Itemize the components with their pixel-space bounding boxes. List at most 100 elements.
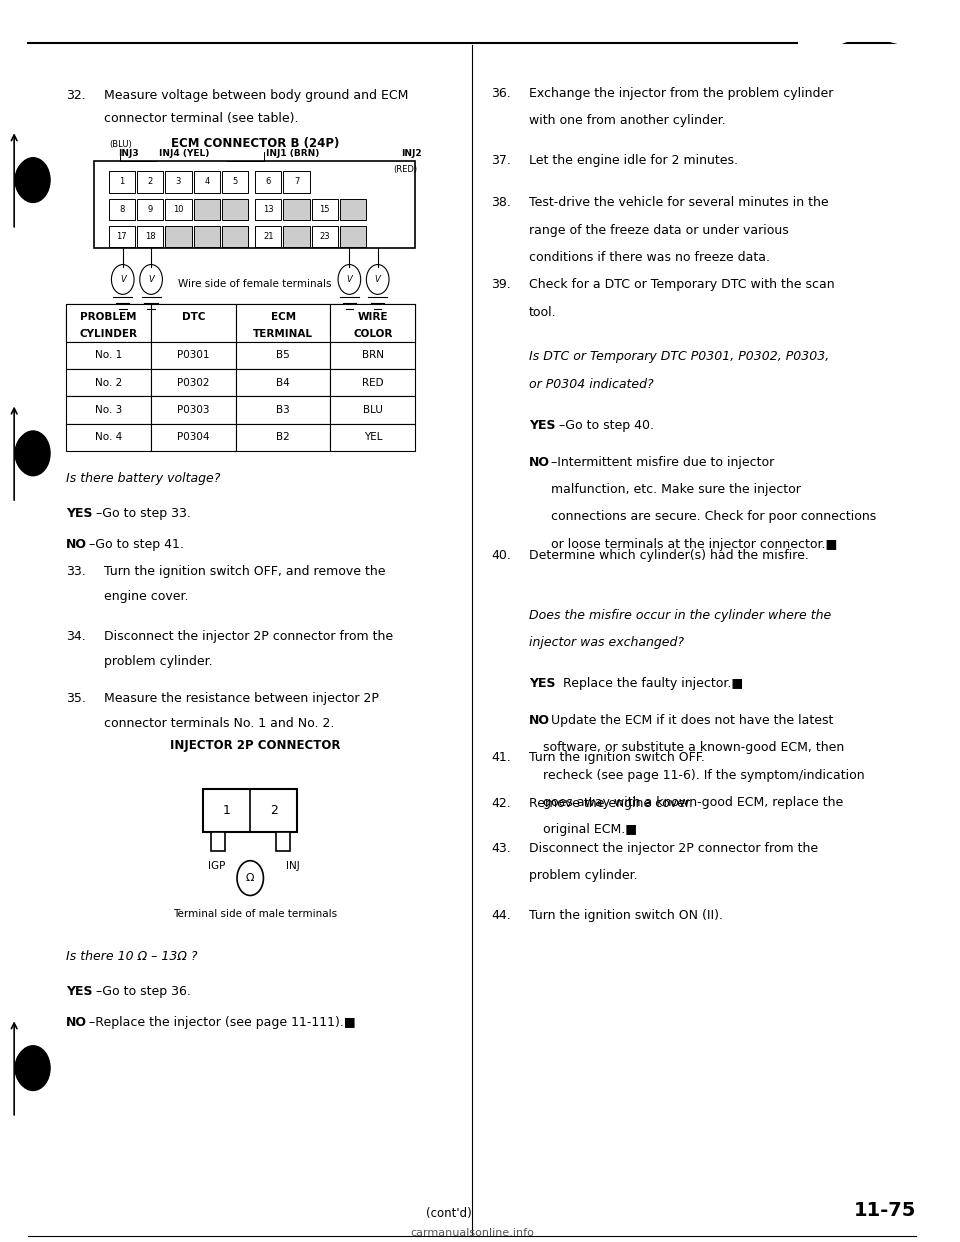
Text: 42.: 42. xyxy=(491,797,511,810)
Text: 43.: 43. xyxy=(491,842,511,854)
Text: No. 1: No. 1 xyxy=(95,350,122,360)
Text: P0303: P0303 xyxy=(178,405,210,415)
Text: P0302: P0302 xyxy=(178,378,210,388)
Text: Is DTC or Temporary DTC P0301, P0302, P0303,: Is DTC or Temporary DTC P0301, P0302, P0… xyxy=(529,350,829,363)
Text: 18: 18 xyxy=(145,232,156,241)
Text: or P0304 indicated?: or P0304 indicated? xyxy=(529,378,654,390)
Circle shape xyxy=(15,433,45,473)
Text: V: V xyxy=(120,274,126,284)
Text: 2: 2 xyxy=(148,178,153,186)
Bar xyxy=(137,226,163,247)
Text: Test-drive the vehicle for several minutes in the: Test-drive the vehicle for several minut… xyxy=(529,196,828,209)
Text: engine cover.: engine cover. xyxy=(104,590,188,602)
Bar xyxy=(108,171,135,193)
Text: conditions if there was no freeze data.: conditions if there was no freeze data. xyxy=(529,251,770,263)
Text: Remove the engine cover.: Remove the engine cover. xyxy=(529,797,693,810)
Text: problem cylinder.: problem cylinder. xyxy=(104,655,212,667)
Text: with one from another cylinder.: with one from another cylinder. xyxy=(529,114,726,127)
Text: (BLU): (BLU) xyxy=(109,140,132,149)
Text: 34.: 34. xyxy=(66,630,85,642)
Text: 1: 1 xyxy=(119,178,125,186)
Text: BLU: BLU xyxy=(363,405,383,415)
Text: Disconnect the injector 2P connector from the: Disconnect the injector 2P connector fro… xyxy=(529,842,818,854)
Bar xyxy=(151,369,236,396)
Bar xyxy=(203,789,298,832)
Text: NO: NO xyxy=(529,714,550,727)
Text: 15: 15 xyxy=(320,205,330,214)
Text: 38.: 38. xyxy=(491,196,511,209)
Bar xyxy=(236,396,330,424)
Bar xyxy=(255,199,281,220)
Text: Disconnect the injector 2P connector from the: Disconnect the injector 2P connector fro… xyxy=(104,630,393,642)
Bar xyxy=(222,226,249,247)
Circle shape xyxy=(16,1046,50,1090)
Bar xyxy=(194,171,220,193)
Text: 40.: 40. xyxy=(491,549,511,561)
Text: –Intermittent misfire due to injector: –Intermittent misfire due to injector xyxy=(551,456,775,468)
Bar xyxy=(312,226,338,247)
Bar xyxy=(66,304,151,342)
Text: or loose terminals at the injector connector.■: or loose terminals at the injector conne… xyxy=(551,538,838,550)
Text: V: V xyxy=(374,274,380,284)
Text: B4: B4 xyxy=(276,378,290,388)
Text: Turn the ignition switch OFF.: Turn the ignition switch OFF. xyxy=(529,751,705,764)
Bar xyxy=(340,226,367,247)
Text: Turn the ignition switch OFF, and remove the: Turn the ignition switch OFF, and remove… xyxy=(104,565,385,578)
Text: Update the ECM if it does not have the latest: Update the ECM if it does not have the l… xyxy=(543,714,833,727)
Circle shape xyxy=(16,158,50,202)
Bar xyxy=(330,342,416,369)
Text: YEL: YEL xyxy=(364,432,382,442)
Text: (RED): (RED) xyxy=(393,165,417,174)
Text: Exchange the injector from the problem cylinder: Exchange the injector from the problem c… xyxy=(529,87,833,99)
Text: 5: 5 xyxy=(232,178,238,186)
Text: 32.: 32. xyxy=(66,89,85,102)
Bar xyxy=(283,226,310,247)
Bar xyxy=(66,396,151,424)
Text: 7: 7 xyxy=(294,178,300,186)
Bar xyxy=(330,396,416,424)
Text: 3: 3 xyxy=(176,178,181,186)
Text: 17: 17 xyxy=(116,232,127,241)
Bar xyxy=(255,171,281,193)
Text: connector terminals No. 1 and No. 2.: connector terminals No. 1 and No. 2. xyxy=(104,717,334,729)
Text: software, or substitute a known-good ECM, then: software, or substitute a known-good ECM… xyxy=(543,741,844,754)
Circle shape xyxy=(15,1048,45,1088)
Text: Measure the resistance between injector 2P: Measure the resistance between injector … xyxy=(104,692,379,704)
Text: NO: NO xyxy=(66,538,87,550)
Text: carmanualsonline.info: carmanualsonline.info xyxy=(410,1228,534,1238)
Text: 13: 13 xyxy=(263,205,274,214)
Text: connections are secure. Check for poor connections: connections are secure. Check for poor c… xyxy=(551,510,876,523)
Circle shape xyxy=(111,265,134,294)
Text: ECM CONNECTOR B (24P): ECM CONNECTOR B (24P) xyxy=(171,137,339,149)
Text: P0301: P0301 xyxy=(178,350,210,360)
Text: 37.: 37. xyxy=(491,154,511,166)
Text: Determine which cylinder(s) had the misfire.: Determine which cylinder(s) had the misf… xyxy=(529,549,808,561)
Circle shape xyxy=(16,431,50,476)
Text: (cont'd): (cont'd) xyxy=(426,1207,472,1220)
Bar xyxy=(210,832,225,851)
Text: Is there battery voltage?: Is there battery voltage? xyxy=(66,472,221,484)
Bar xyxy=(66,304,416,342)
Bar xyxy=(137,199,163,220)
Bar xyxy=(312,199,338,220)
Bar xyxy=(151,424,236,451)
Text: INJECTOR 2P CONNECTOR: INJECTOR 2P CONNECTOR xyxy=(170,739,340,751)
Text: injector was exchanged?: injector was exchanged? xyxy=(529,636,684,648)
Text: 36.: 36. xyxy=(491,87,511,99)
Text: No. 4: No. 4 xyxy=(95,432,122,442)
Bar xyxy=(108,199,135,220)
Bar xyxy=(340,199,367,220)
Text: 10: 10 xyxy=(173,205,183,214)
Bar xyxy=(330,304,416,342)
Text: 44.: 44. xyxy=(491,909,511,922)
Text: P0304: P0304 xyxy=(178,432,210,442)
Text: 33.: 33. xyxy=(66,565,85,578)
Text: V: V xyxy=(347,274,352,284)
Bar xyxy=(236,424,330,451)
Circle shape xyxy=(926,24,939,34)
Text: –Replace the injector (see page 11-111).■: –Replace the injector (see page 11-111).… xyxy=(88,1016,355,1028)
Text: YES: YES xyxy=(529,677,555,689)
Text: YES: YES xyxy=(66,985,92,997)
Bar xyxy=(222,199,249,220)
Text: B2: B2 xyxy=(276,432,290,442)
